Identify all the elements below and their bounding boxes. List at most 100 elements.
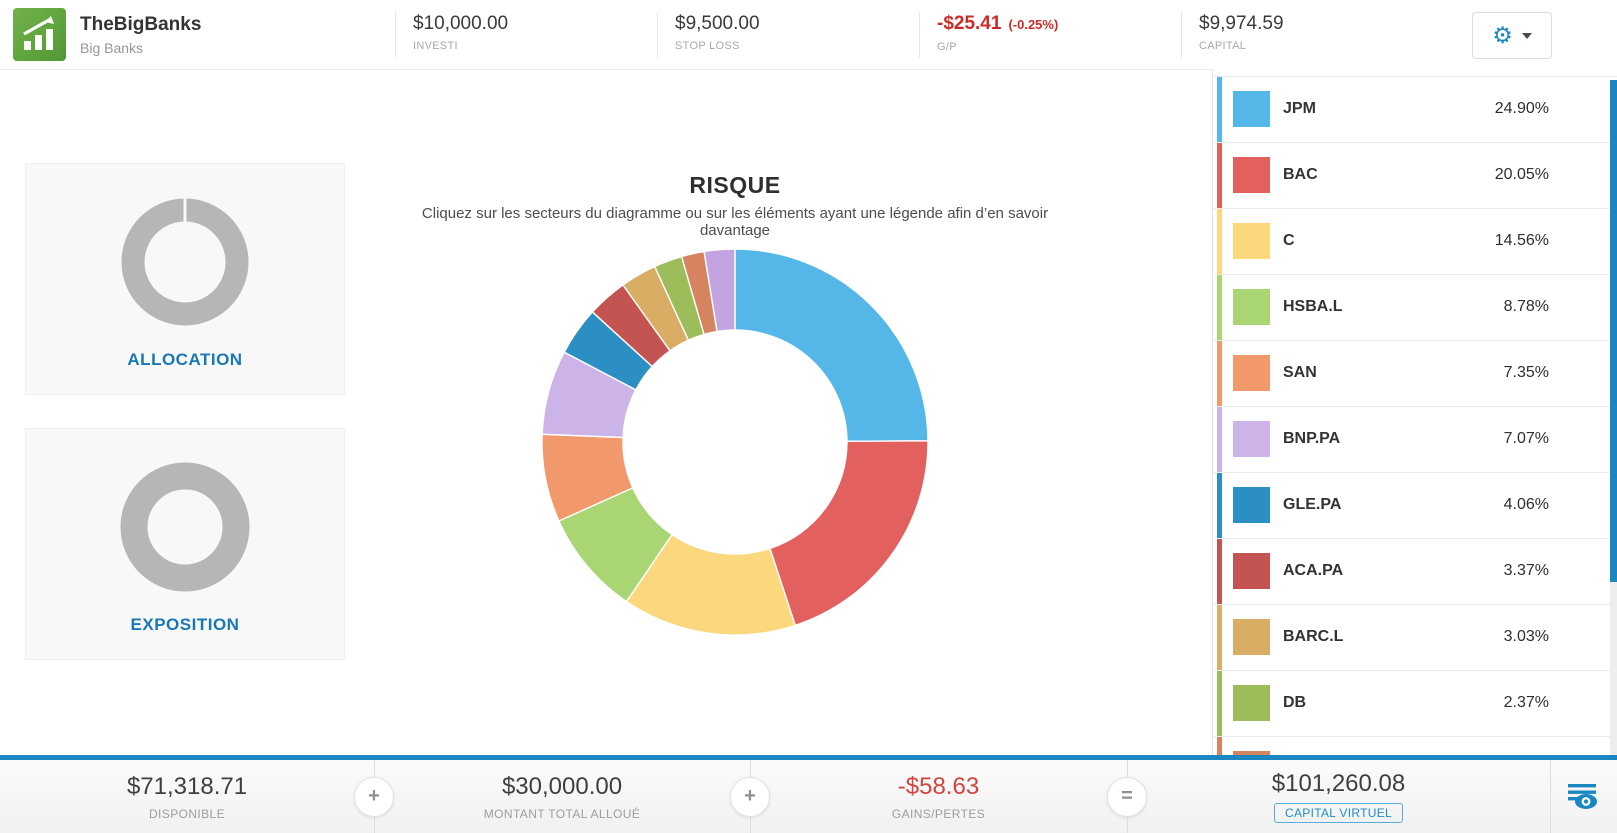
legend-row-edge-strip (1217, 407, 1222, 472)
legend-color-swatch (1233, 355, 1270, 391)
risk-chart-header: RISQUE Cliquez sur les secteurs du diagr… (395, 172, 1075, 239)
portfolio-subtitle: Big Banks (80, 40, 144, 56)
legend-row[interactable]: JPM 24.90% (1213, 77, 1617, 143)
legend-row-edge-strip (1217, 539, 1222, 604)
legend-ticker-label: JPM (1283, 100, 1316, 117)
legend-row[interactable]: HSBA.L 8.78% (1213, 275, 1617, 341)
donut-slice-unlabeled[interactable] (703, 248, 736, 333)
footer-accent-divider (0, 755, 1617, 760)
legend-row-edge-strip (1217, 275, 1222, 340)
chevron-down-icon (1521, 32, 1532, 39)
legend-color-swatch (1233, 685, 1270, 721)
equals-operator-icon: = (1107, 776, 1147, 817)
legend-ticker-label: GLE.PA (1283, 496, 1342, 513)
legend-color-swatch (1233, 487, 1270, 523)
legend-ticker-label: C (1283, 232, 1295, 249)
portfolio-title: TheBigBanks (80, 14, 202, 35)
stat-investi-value: $10,000.00 (413, 13, 509, 34)
legend-percent-value: 3.37% (1503, 562, 1549, 579)
donut-slice-JPM[interactable] (734, 248, 929, 443)
footer-disponible: $71,318.71 DISPONIBLE (0, 760, 374, 833)
legend-row[interactable]: BNP.PA 7.07% (1213, 407, 1617, 473)
legend-percent-value: 8.78% (1503, 298, 1549, 315)
stat-gp: -$25.41 (-0.25%) G/P (919, 12, 1058, 58)
legend-color-swatch (1233, 289, 1270, 325)
stat-capital-value: $9,974.59 (1199, 13, 1284, 34)
portfolio-logo[interactable] (13, 8, 66, 61)
legend-color-swatch (1233, 91, 1270, 127)
stat-investi-label: INVESTI (413, 40, 458, 52)
tab-allocation-label: ALLOCATION (127, 350, 243, 369)
legend-row[interactable]: C 14.56% (1213, 209, 1617, 275)
legend-row-edge-strip (1217, 143, 1222, 208)
bar-chart-growth-icon (23, 16, 54, 50)
legend-percent-value: 20.05% (1494, 166, 1549, 183)
legend-ticker-label: BAC (1283, 166, 1318, 183)
legend-ticker-label: BNP.PA (1283, 430, 1341, 447)
exposition-donut-placeholder-icon (120, 462, 250, 592)
footer-montant-alloue: $30,000.00 MONTANT TOTAL ALLOUÉ (374, 760, 750, 833)
tab-exposition-label: EXPOSITION (130, 615, 240, 634)
footer-capital-virtuel-value: $101,260.08 (1271, 770, 1406, 797)
capital-virtuel-badge: CAPITAL VIRTUEL (1274, 803, 1403, 823)
legend-ticker-label: DB (1283, 694, 1307, 711)
legend-list: JPM 24.90% BAC 20.05% C 14.56% HSBA.L 8.… (1213, 76, 1617, 756)
legend-color-swatch (1233, 553, 1270, 589)
settings-gear-icon: ⚙ (1492, 22, 1513, 48)
risk-chart-title: RISQUE (689, 172, 781, 198)
legend-row-edge-strip (1217, 209, 1222, 274)
legend-row-edge-strip (1217, 605, 1222, 670)
legend-row-edge-strip (1217, 737, 1222, 756)
legend-row[interactable]: SAN 7.35% (1213, 341, 1617, 407)
tab-exposition[interactable]: EXPOSITION (25, 428, 345, 660)
footer-montant-alloue-value: $30,000.00 (501, 772, 623, 800)
legend-row-edge-strip (1217, 341, 1222, 406)
plus-operator-icon: + (354, 776, 394, 817)
footer-montant-alloue-label: MONTANT TOTAL ALLOUÉ (483, 806, 641, 821)
legend-percent-value: 14.56% (1494, 232, 1549, 249)
header-bar: TheBigBanks Big Banks $10,000.00 INVESTI… (0, 0, 1617, 70)
stat-stop-loss-label: STOP LOSS (675, 40, 740, 52)
tab-allocation[interactable]: ALLOCATION (25, 163, 345, 395)
plus-operator-icon: + (730, 776, 770, 817)
footer-gains-pertes-value: -$58.63 (897, 772, 980, 800)
legend-row-edge-strip (1217, 77, 1222, 142)
allocation-donut-placeholder-icon (121, 197, 249, 326)
legend-color-swatch (1233, 751, 1270, 756)
stat-gp-label: G/P (937, 41, 957, 53)
legend-percent-value: 7.35% (1503, 364, 1549, 381)
legend-percent-value: 24.90% (1494, 100, 1549, 117)
stat-gp-percent: (-0.25%) (1008, 17, 1059, 32)
settings-button[interactable]: ⚙ (1472, 12, 1552, 59)
legend-percent-value: 2.37% (1503, 694, 1549, 711)
legend-row[interactable] (1213, 737, 1617, 756)
watchlist-eye-icon (1568, 783, 1597, 809)
legend-ticker-label: SAN (1283, 364, 1317, 381)
legend-percent-value: 4.06% (1503, 496, 1549, 513)
donut-slice-BAC[interactable] (769, 440, 929, 627)
stat-investi: $10,000.00 INVESTI (395, 12, 508, 58)
risk-chart-subtitle: Cliquez sur les secteurs du diagramme ou… (421, 205, 1049, 239)
stat-stop-loss-value: $9,500.00 (675, 13, 760, 34)
legend-scrollbar-track[interactable] (1610, 80, 1617, 756)
legend-row[interactable]: GLE.PA 4.06% (1213, 473, 1617, 539)
watchlist-view-button[interactable] (1565, 782, 1599, 812)
legend-row[interactable]: BAC 20.05% (1213, 143, 1617, 209)
legend-row[interactable]: BARC.L 3.03% (1213, 605, 1617, 671)
footer-disponible-value: $71,318.71 (126, 772, 248, 800)
footer-summary-bar: $71,318.71 DISPONIBLE $30,000.00 MONTANT… (0, 760, 1617, 833)
legend-row[interactable]: ACA.PA 3.37% (1213, 539, 1617, 605)
legend-ticker-label: BARC.L (1283, 628, 1344, 645)
legend-scrollbar-thumb[interactable] (1610, 80, 1617, 582)
legend-color-swatch (1233, 223, 1270, 259)
legend-row[interactable]: DB 2.37% (1213, 671, 1617, 737)
legend-percent-value: 7.07% (1503, 430, 1549, 447)
legend-percent-value: 3.03% (1503, 628, 1549, 645)
stat-stop-loss: $9,500.00 STOP LOSS (657, 12, 760, 58)
footer-divider (1550, 760, 1551, 833)
legend-row-edge-strip (1217, 671, 1222, 736)
legend-ticker-label: HSBA.L (1283, 298, 1343, 315)
stat-gp-value: -$25.41 (937, 13, 1002, 34)
footer-disponible-label: DISPONIBLE (148, 806, 226, 821)
